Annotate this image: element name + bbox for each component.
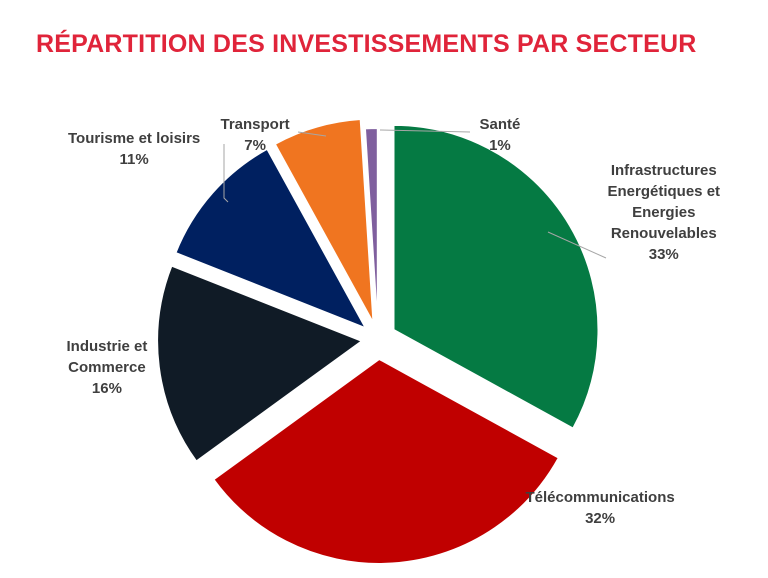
data-label-sante: Santé 1% xyxy=(479,116,521,154)
leader-line xyxy=(297,131,327,137)
pie-slice-tourisme-et-loisirs xyxy=(174,147,369,331)
data-label-infrastructures-energetiques-et-energies-renouvelables: Infrastructures Energétiques et Energies Re… xyxy=(607,162,721,263)
pie-slice-infrastructures-energetiques-et-energies-renouvelables xyxy=(392,123,600,430)
pie-slice-sante xyxy=(363,127,379,334)
data-label-telecommunications: Télécommunications 32% xyxy=(525,489,675,527)
leader-line xyxy=(379,129,471,133)
data-label-industrie-et-commerce: Industrie et Commerce 16% xyxy=(66,338,148,397)
leader-line xyxy=(547,231,607,259)
data-label-tourisme-et-loisirs: Tourisme et loisirs 11% xyxy=(68,130,201,168)
pie-slice-telecommunications xyxy=(212,357,561,565)
pie-slice-industrie-et-commerce xyxy=(156,264,365,463)
data-label-transport: Transport 7% xyxy=(220,116,290,154)
pie-slice-transport xyxy=(273,117,375,325)
chart-title: RÉPARTITION DES INVESTISSEMENTS PAR SECT… xyxy=(36,30,697,58)
leader-line xyxy=(223,144,229,203)
